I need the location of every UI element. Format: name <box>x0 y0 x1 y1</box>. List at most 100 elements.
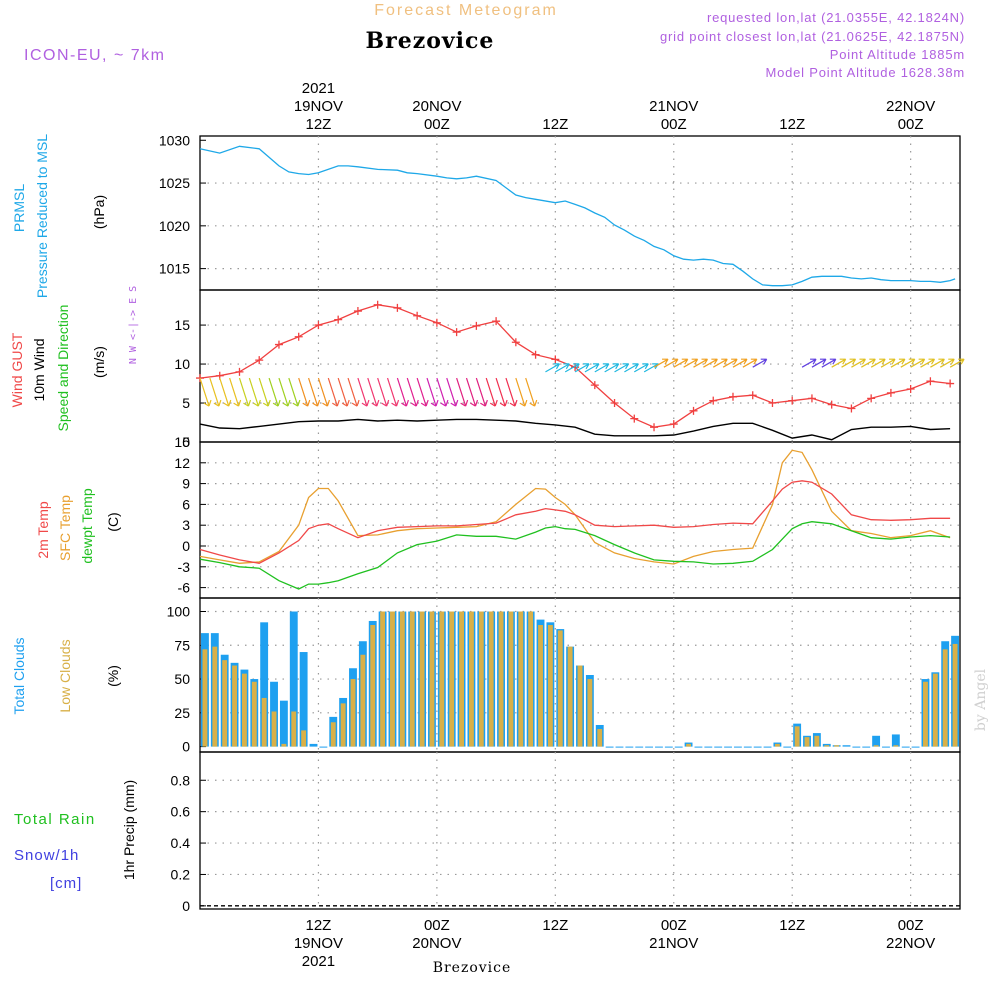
footer-location: Brezovice <box>433 960 512 976</box>
top-time-label: 12Z <box>542 116 568 133</box>
low-clouds-bar <box>409 611 415 747</box>
wind-gust-marker <box>235 367 244 376</box>
low-clouds-bar <box>330 722 336 747</box>
total-clouds-bar <box>645 746 654 748</box>
wind-direction-arrow <box>377 377 390 407</box>
wind-direction-arrow <box>949 358 965 368</box>
wind-gust-marker <box>432 318 441 327</box>
bottom-time-label: 12Z <box>542 917 568 934</box>
total-clouds-bar <box>674 746 683 748</box>
bottom-time-label: 22NOV <box>886 935 935 952</box>
wind-direction-arrow <box>712 358 728 368</box>
wind-10m-label: 10m Wind <box>31 338 47 401</box>
y-tick-label: -6 <box>178 580 191 596</box>
total-clouds-bar <box>704 746 713 748</box>
wind-gust-marker <box>748 391 757 400</box>
top-time-label: 12Z <box>779 116 805 133</box>
wind-gust-marker <box>728 392 737 401</box>
low-clouds-bar <box>399 611 405 747</box>
bottom-time-label: 12Z <box>779 917 805 934</box>
credit-watermark: by Angel <box>973 668 989 731</box>
wind-direction-arrow <box>426 377 439 407</box>
low-clouds-bar <box>577 665 583 747</box>
low-clouds-bar <box>538 625 543 747</box>
y-tick-label: 0.4 <box>171 835 191 851</box>
wind-direction-arrow <box>861 358 876 368</box>
wind-direction-arrow <box>495 377 508 407</box>
wind-direction-arrow <box>930 358 945 368</box>
wind-direction-arrow <box>624 363 639 373</box>
y-tick-label: 0.2 <box>171 866 191 882</box>
wind-direction-arrow <box>811 358 827 368</box>
total-clouds-bar <box>783 746 792 748</box>
wind-direction-arrow <box>545 363 560 373</box>
wind-gust-marker <box>314 321 323 330</box>
dewpt-line <box>199 521 951 590</box>
wind-gust-label: Wind GUST <box>9 332 25 407</box>
wind-direction-arrow <box>337 377 350 407</box>
low-clouds-bar <box>468 611 474 747</box>
wind-gust-marker <box>847 404 856 413</box>
wind-direction-arrow <box>673 358 689 368</box>
y-tick-label: 15 <box>174 434 190 450</box>
y-tick-label: 0.8 <box>171 772 191 788</box>
prmsl-label: PRMSL <box>11 184 27 232</box>
chart-title: Forecast Meteogram <box>374 2 558 19</box>
low-clouds-bar <box>212 646 218 747</box>
wind-gust-marker <box>650 423 659 432</box>
wind-gust-marker <box>610 399 619 408</box>
wind-compass: N W <-|-> E S <box>128 286 139 364</box>
total-clouds-bar <box>842 745 851 747</box>
y-tick-label: 1020 <box>159 218 190 234</box>
wind-direction-arrow <box>574 363 590 373</box>
wind-speed-dir-label: Speed and Direction <box>55 305 71 432</box>
chart-marks <box>196 145 965 907</box>
wind-direction-arrow <box>396 377 409 407</box>
low-clouds-bar <box>587 679 593 747</box>
wind-gust-marker <box>689 406 698 415</box>
wind-gust-marker <box>867 394 876 403</box>
t2m-label: 2m Temp <box>35 501 51 559</box>
total-clouds-bar <box>872 735 881 747</box>
total-clouds-bar <box>694 746 703 748</box>
total-clouds-bar <box>615 746 624 748</box>
bottom-time-label: 12Z <box>306 917 332 934</box>
wind-direction-arrow <box>485 377 498 407</box>
bottom-time-label: 2021 <box>302 953 335 970</box>
total-clouds-bar <box>655 746 663 748</box>
top-time-label: 19NOV <box>294 98 343 115</box>
dewpt-label: dewpt Temp <box>79 488 95 563</box>
low-clouds-bar <box>547 625 553 747</box>
wind-direction-arrow <box>742 358 758 368</box>
y-tick-label: 3 <box>182 517 190 533</box>
wind-10m-line <box>199 418 951 441</box>
total-clouds-bar <box>714 746 723 748</box>
y-tick-label: 0 <box>182 434 190 450</box>
low-clouds-bar <box>232 665 237 747</box>
wind-gust-marker <box>807 394 816 403</box>
y-tick-label: 0.6 <box>171 804 191 820</box>
precip-labels: Total Rain Snow/1h [cm] 1hr Precip (mm) <box>14 780 137 892</box>
wind-direction-arrow <box>515 377 528 407</box>
low-clouds-bar <box>873 745 879 747</box>
pressure-unit: (hPa) <box>91 195 107 229</box>
total-clouds-bar <box>862 746 871 748</box>
y-tick-label: 9 <box>182 476 190 492</box>
total-clouds-label: Total Clouds <box>11 637 27 714</box>
wind-direction-arrow <box>604 363 620 373</box>
y-tick-label: 25 <box>174 705 190 721</box>
total-clouds-bar <box>753 746 762 748</box>
y-tick-label: 0 <box>182 538 190 554</box>
low-clouds-bar <box>340 703 346 747</box>
wind-gust-marker <box>492 317 501 326</box>
wind-direction-arrow <box>663 358 679 368</box>
total-clouds-bar <box>911 746 920 748</box>
y-tick-label: 10 <box>174 356 190 372</box>
panel-frames <box>199 135 961 910</box>
wind-gust-marker <box>788 396 797 405</box>
cloud-labels: Total Clouds Low Clouds (%) <box>11 637 121 714</box>
wind-direction-arrow <box>752 358 768 368</box>
wind-direction-arrow <box>653 358 669 368</box>
low-clouds-bar <box>281 743 287 747</box>
